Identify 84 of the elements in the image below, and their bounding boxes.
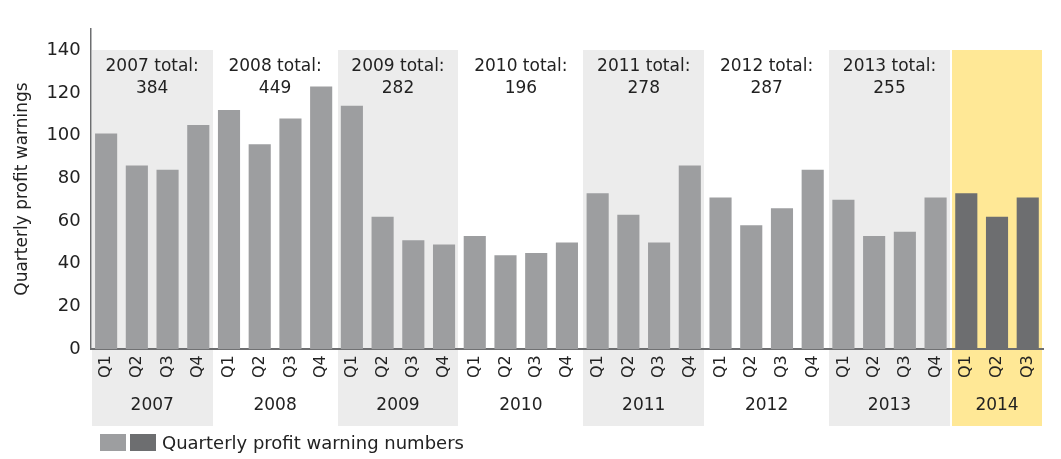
x-tick-label: Q4 <box>187 355 207 379</box>
y-tick-label: 80 <box>57 166 81 187</box>
x-tick-label: Q2 <box>986 355 1006 379</box>
annotation: 2007 total: 384 <box>105 54 199 97</box>
x-tick-label: Q2 <box>248 355 268 379</box>
annotation: 2013 total: 255 <box>842 54 937 97</box>
x-tick-label: Q4 <box>801 355 821 379</box>
bar <box>310 86 333 350</box>
bar <box>525 253 548 350</box>
x-tick-label: Q4 <box>924 355 944 379</box>
y-tick-label: 100 <box>46 123 81 145</box>
y-tick-label: 60 <box>57 208 81 230</box>
y-axis-title: Quarterly profit warnings <box>10 82 31 296</box>
text: 2012 <box>744 394 789 415</box>
x-tick-label: Q1 <box>463 355 483 379</box>
text: 2014 <box>975 394 1019 415</box>
x-tick-label: Q3 <box>402 355 422 379</box>
bar <box>279 118 302 350</box>
bar <box>402 240 425 350</box>
bar <box>371 216 394 350</box>
bar <box>617 214 640 350</box>
bar <box>770 208 794 350</box>
annotation: 2011 total: 278 <box>597 54 691 97</box>
y-tick-label: 140 <box>46 37 81 59</box>
y-tick-label: 0 <box>69 336 81 358</box>
annotation: 2009 total: 282 <box>351 54 445 97</box>
text: 2008 <box>253 394 297 415</box>
bar <box>740 225 763 350</box>
bar <box>863 236 886 350</box>
bar <box>494 255 517 350</box>
bar <box>187 124 210 350</box>
x-tick-label: Q2 <box>863 355 883 379</box>
text: 2013 <box>867 394 912 415</box>
x-tick-label: Q1 <box>95 355 115 379</box>
text: 2009 <box>376 394 420 415</box>
x-tick-label: Q4 <box>433 355 453 379</box>
text: 2011 <box>622 394 666 415</box>
text: 2007 <box>130 394 174 415</box>
bar <box>648 242 671 350</box>
x-tick-label: Q4 <box>310 355 330 379</box>
x-tick-label: Q2 <box>371 355 391 379</box>
annotation: 2010 total: 196 <box>474 54 568 97</box>
bar <box>555 242 578 350</box>
x-tick-label: Q1 <box>832 355 852 379</box>
x-tick-label: Q2 <box>494 355 514 379</box>
bar <box>463 236 486 350</box>
x-tick-label: Q3 <box>279 355 299 379</box>
x-tick-label: Q2 <box>125 355 145 379</box>
x-tick-label: Q2 <box>617 355 637 379</box>
y-tick-label: 120 <box>46 80 81 102</box>
bar <box>340 105 363 350</box>
legend-label: Quarterly profit warning numbers <box>162 432 464 453</box>
bar <box>125 165 148 350</box>
bar <box>248 144 271 350</box>
bar <box>893 231 916 350</box>
x-tick-label: Q4 <box>556 355 576 379</box>
x-tick-label: Q4 <box>678 355 698 379</box>
x-tick-label: Q3 <box>156 355 176 379</box>
y-tick-label: 40 <box>57 251 81 273</box>
bar <box>217 109 241 350</box>
text: 2010 <box>499 394 543 415</box>
x-tick-label: Q3 <box>771 355 791 379</box>
x-tick-label: Q1 <box>341 355 361 379</box>
bar <box>924 197 947 350</box>
x-tick-label: Q1 <box>709 355 729 379</box>
x-tick-label: Q3 <box>1016 355 1036 379</box>
x-tick-label: Q3 <box>525 355 545 379</box>
bar <box>156 169 179 350</box>
bar <box>586 193 609 350</box>
x-tick-label: Q1 <box>955 355 975 379</box>
x-tick-label: Q3 <box>648 355 668 379</box>
bar <box>709 197 732 350</box>
y-tick-label: 20 <box>57 294 81 316</box>
bar <box>432 244 456 350</box>
annotation: 2008 total: 449 <box>228 54 322 97</box>
x-tick-label: Q3 <box>894 355 914 379</box>
bar <box>832 199 855 350</box>
annotation: 2012 total: 287 <box>719 54 814 97</box>
x-tick-label: Q1 <box>218 355 238 379</box>
x-tick-label: Q2 <box>740 355 760 379</box>
bar <box>678 165 701 350</box>
bar <box>801 169 824 350</box>
x-tick-label: Q1 <box>586 355 606 379</box>
bar <box>95 133 118 350</box>
